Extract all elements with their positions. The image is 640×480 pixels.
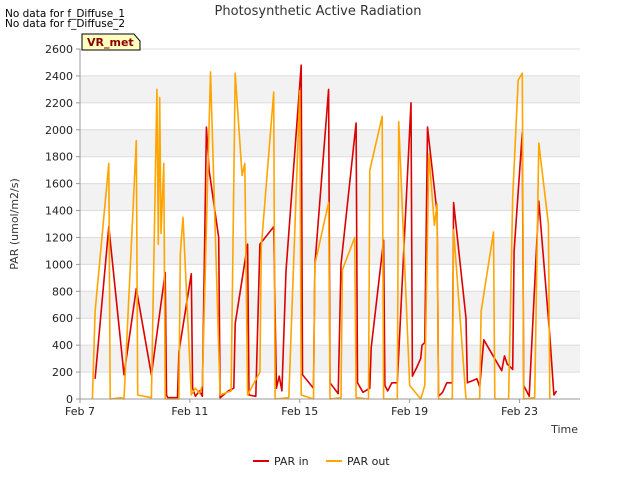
y-tick-label-1600: 1600 — [45, 178, 73, 191]
y-tick-label-2200: 2200 — [45, 97, 73, 110]
y-tick-label-1800: 1800 — [45, 151, 73, 164]
axes — [79, 49, 580, 400]
no-data-note-2: No data for f_Diffuse_2 — [5, 18, 126, 30]
y-tick-label-2600: 2600 — [45, 43, 73, 56]
tick-labels: 0 200 400 600 800 1000 1200 1400 1600 1800 2000 220… — [45, 43, 538, 418]
y-tick-label-2400: 2400 — [45, 70, 73, 83]
y-tick-label-400: 400 — [52, 339, 73, 352]
y-tick-label-1400: 1400 — [45, 205, 73, 218]
x-tick-label-1: Feb 11 — [171, 405, 208, 418]
band-9 — [80, 129, 580, 157]
y-tick-label-200: 200 — [52, 366, 73, 379]
y-tick-label-800: 800 — [52, 285, 73, 298]
legend-label-par-in: PAR in — [274, 455, 309, 468]
y-axis-label: PAR (umol/m2/s) — [8, 178, 21, 270]
vr-met-badge-label: VR_met — [87, 36, 134, 49]
x-tick-label-4: Feb 23 — [501, 405, 538, 418]
chart-title: Photosynthetic Active Radiation — [215, 4, 422, 19]
y-tick-label-0: 0 — [66, 393, 73, 406]
band-11 — [80, 75, 580, 103]
y-tick-label-600: 600 — [52, 312, 73, 325]
x-tick-label-0: Feb 7 — [65, 405, 95, 418]
vr-met-badge: VR_met — [81, 33, 141, 51]
x-tick-label-3: Feb 19 — [391, 405, 428, 418]
y-tick-label-1200: 1200 — [45, 231, 73, 244]
x-axis-label: Time — [550, 423, 578, 436]
y-tick-label-2000: 2000 — [45, 124, 73, 137]
no-data-note-1: No data for f_Diffuse_1 — [5, 8, 126, 20]
legend-label-par-out: PAR out — [347, 455, 390, 468]
x-tick-label-2: Feb 15 — [281, 405, 318, 418]
legend: PAR in PAR out — [253, 455, 390, 468]
y-tick-label-1000: 1000 — [45, 258, 73, 271]
